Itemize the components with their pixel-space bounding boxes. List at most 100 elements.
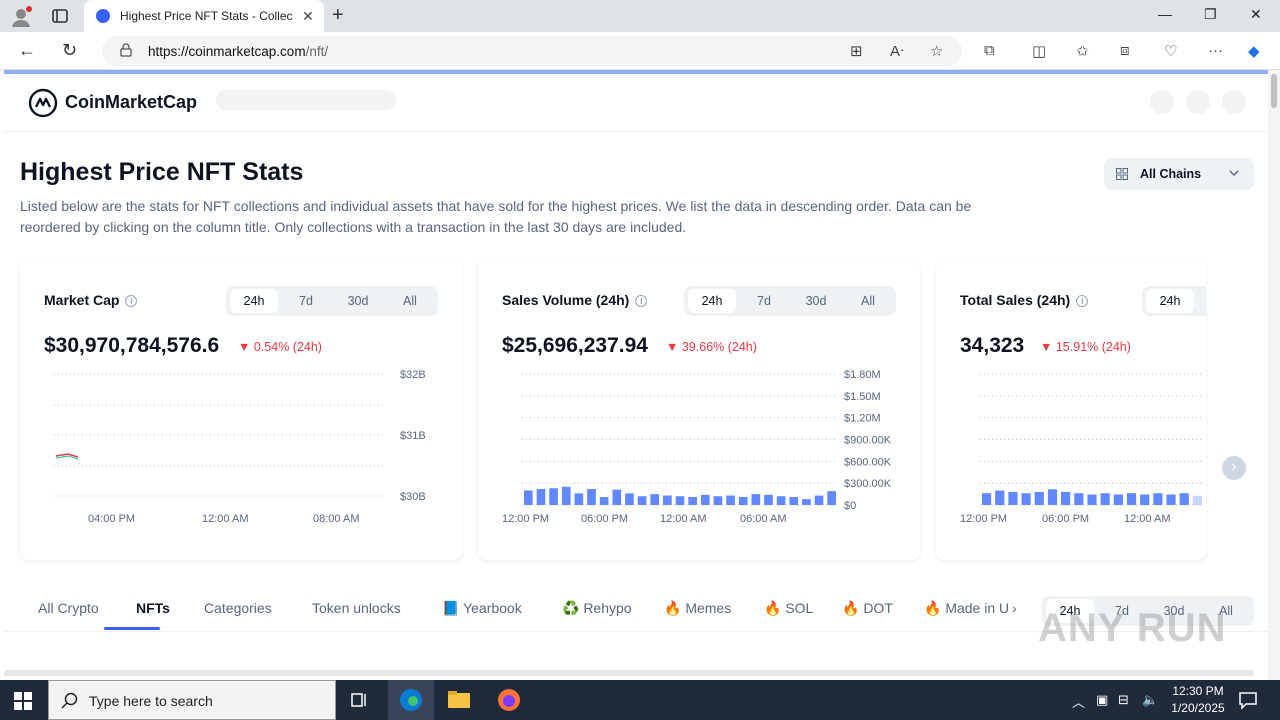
period-all[interactable]: All <box>403 294 417 308</box>
bar <box>650 494 660 505</box>
copilot-icon[interactable]: ◆ <box>1248 43 1260 60</box>
sales-volume-chart: $1.80M $1.50M $1.20M $900.00K $600.00K $300.0… <box>502 369 892 525</box>
period-24h[interactable]: 24h <box>688 289 736 313</box>
bar <box>549 488 558 505</box>
x-tick: 06:00 AM <box>740 513 786 525</box>
logo-text[interactable]: CoinMarketCap <box>65 92 198 112</box>
tray-network-icon[interactable]: ⊟ <box>1118 692 1129 707</box>
period-7d[interactable]: 7d <box>757 294 771 308</box>
change-text: 15.91% (24h) <box>1055 340 1131 354</box>
bar <box>982 493 992 505</box>
bar <box>612 489 622 505</box>
bar <box>1034 491 1044 505</box>
search-placeholder: Type here to search <box>89 693 213 709</box>
back-icon[interactable]: ← <box>18 40 36 60</box>
tab-memes[interactable]: 🔥 Memes <box>664 600 732 616</box>
windows-start-icon[interactable] <box>14 692 32 710</box>
header-skeleton <box>216 90 396 110</box>
minimize-icon[interactable]: — <box>1158 6 1172 22</box>
y-tick: $30B <box>400 491 426 503</box>
firefox-icon[interactable] <box>497 688 521 712</box>
market-cap-line-alt <box>55 455 79 460</box>
file-explorer-icon[interactable] <box>447 688 471 712</box>
tab-dot[interactable]: 🔥 DOT <box>842 600 893 616</box>
total-sales-chart: 12:00 PM 06:00 PM 12:00 AM <box>960 373 1204 525</box>
period-7d[interactable]: 7d <box>1115 604 1129 618</box>
card-title-text: Market Cap <box>44 292 120 308</box>
url-field[interactable]: https://coinmarketcap.com/nft/ <box>102 36 962 66</box>
performance-icon[interactable]: ♡ <box>1164 43 1178 60</box>
apps-icon[interactable]: ⊞ <box>850 43 863 60</box>
scrollbar-thumb[interactable] <box>1271 74 1277 108</box>
tab-all-crypto[interactable]: All Crypto <box>38 600 99 616</box>
period-24h[interactable]: 24h <box>1146 289 1194 313</box>
close-window-icon[interactable]: ✕ <box>1250 6 1262 22</box>
tray-device-icon[interactable]: ▣ <box>1096 692 1109 707</box>
task-view-icon[interactable] <box>348 688 372 712</box>
url-text: https://coinmarketcap.com/nft/ <box>148 44 328 59</box>
period-30d[interactable]: 30d <box>1163 604 1185 618</box>
bar <box>536 488 546 505</box>
split-screen-icon[interactable]: ◫ <box>1032 43 1047 60</box>
x-tick: 08:00 AM <box>313 513 359 525</box>
period-30d[interactable]: 30d <box>347 294 369 308</box>
horizontal-scrollbar[interactable] <box>4 670 1254 676</box>
bar <box>802 499 811 505</box>
grid-lines <box>522 373 838 506</box>
cmc-logo-icon[interactable] <box>28 88 58 118</box>
vertical-scrollbar[interactable] <box>1268 70 1280 680</box>
period-24h[interactable]: 24h <box>230 289 278 313</box>
carousel-next-button[interactable]: › <box>1222 456 1246 480</box>
period-all[interactable]: All <box>861 294 875 308</box>
x-tick: 12:00 AM <box>660 513 706 525</box>
tab-yearbook[interactable]: 📘 Yearbook <box>442 600 522 616</box>
favorites-icon[interactable]: ✩ <box>1076 43 1089 60</box>
tab-made-in-usa[interactable]: 🔥 Made in U <box>924 600 1010 616</box>
period-7d[interactable]: 7d <box>299 294 313 308</box>
tab-rehypo[interactable]: ♻️ Rehypo <box>562 600 632 616</box>
edge-browser-icon[interactable] <box>399 688 423 712</box>
browser-tab-active[interactable]: Highest Price NFT Stats - Collecti ✕ <box>84 0 324 32</box>
notifications-icon[interactable] <box>1236 688 1260 712</box>
profile-icon[interactable] <box>10 6 32 28</box>
grid-icon <box>1116 168 1128 180</box>
bar <box>751 494 761 505</box>
new-tab-icon[interactable]: + <box>332 4 344 26</box>
bar <box>1100 493 1110 505</box>
y-tick: $1.50M <box>844 391 881 403</box>
info-icon[interactable]: i <box>125 295 138 307</box>
info-icon[interactable]: i <box>1076 295 1089 307</box>
taskbar-search[interactable]: Type here to search <box>48 680 336 720</box>
period-24h[interactable]: 24h <box>1046 599 1094 623</box>
read-aloud-icon[interactable]: Aᐧ <box>890 43 904 60</box>
tray-chevron-up-icon[interactable]: ︿ <box>1072 695 1086 710</box>
tab-actions-icon[interactable] <box>50 6 70 26</box>
grid-lines <box>980 373 1204 506</box>
clock-date: 1/20/2025 <box>1171 701 1225 715</box>
loading-bar <box>4 70 1268 74</box>
tab-sol[interactable]: 🔥 SOL <box>764 600 814 616</box>
grid-lines <box>54 373 384 497</box>
tab-nfts[interactable]: NFTs <box>136 600 170 616</box>
bar <box>1008 491 1018 505</box>
extensions-icon[interactable]: ⧉ <box>984 42 995 59</box>
refresh-icon[interactable]: ↻ <box>62 40 78 60</box>
all-chains-dropdown[interactable]: All Chains <box>1104 158 1254 190</box>
maximize-icon[interactable]: ❐ <box>1204 6 1217 22</box>
close-tab-icon[interactable]: ✕ <box>302 8 314 24</box>
taskbar-clock[interactable]: 12:30 PM 1/20/2025 <box>1160 683 1236 717</box>
tab-token-unlocks[interactable]: Token unlocks <box>312 600 401 616</box>
market-cap-value: $30,970,784,576.6 <box>44 334 220 357</box>
period-all[interactable]: All <box>1219 604 1233 618</box>
chevron-right-icon[interactable]: › <box>1012 600 1017 616</box>
more-menu-icon[interactable]: ··· <box>1208 42 1223 59</box>
favorite-star-icon[interactable]: ☆ <box>930 43 944 60</box>
info-icon[interactable]: i <box>635 295 648 307</box>
tab-categories[interactable]: Categories <box>204 600 272 616</box>
period-30d[interactable]: 30d <box>805 294 827 308</box>
tray-volume-icon[interactable]: 🔈 <box>1142 692 1159 707</box>
y-tick: $31B <box>400 430 426 442</box>
change-text: 39.66% (24h) <box>681 340 757 354</box>
collections-icon[interactable]: ⧈ <box>1120 42 1130 59</box>
bar <box>764 494 773 505</box>
